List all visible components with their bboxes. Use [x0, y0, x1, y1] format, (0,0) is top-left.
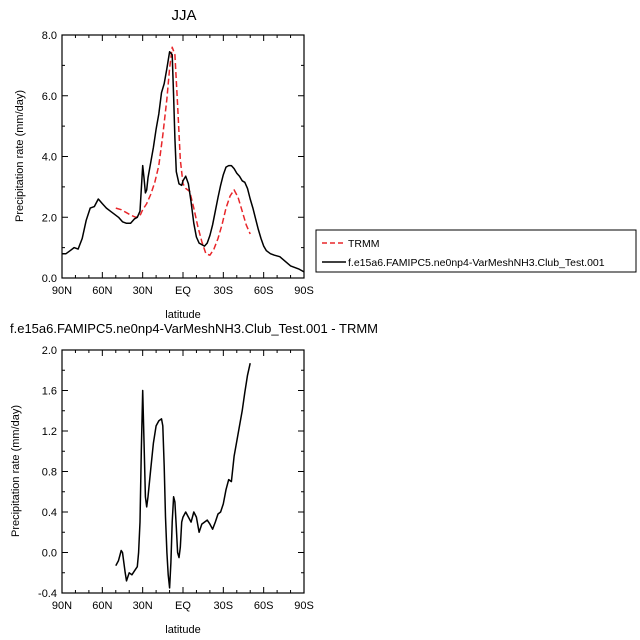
x-tick-label: 90S	[294, 285, 314, 297]
plot-frame	[61, 34, 305, 279]
legend-box	[315, 229, 637, 273]
series-line-trmm	[115, 46, 251, 256]
x-tick-label: 60S	[254, 600, 274, 612]
tick-group: 90N 60N 30N EQ 30S 60S 90S -0.4 0.0 0.4 0.8 1.2 1.6 2…	[38, 345, 314, 612]
legend: TRMM f.e15a6.FAMIPC5.ne0np4-VarMeshNH3.C…	[315, 229, 637, 273]
y-axis-label: Precipitation rate (mm/day)	[14, 90, 26, 222]
x-tick-label: 30S	[214, 285, 234, 297]
y-tick-label: 0.4	[42, 507, 57, 519]
y-tick-label: 0.0	[42, 548, 57, 560]
panel-title: JJA	[171, 7, 196, 24]
x-tick-label: 30N	[133, 600, 153, 612]
y-tick-label: 0.0	[42, 273, 57, 285]
x-tick-label: EQ	[175, 285, 191, 297]
y-axis-label: Precipitation rate (mm/day)	[10, 405, 22, 537]
y-tick-label: 1.2	[42, 426, 57, 438]
plot-frame	[61, 349, 305, 594]
x-tick-label: 60N	[92, 285, 112, 297]
x-axis-label: latitude	[165, 309, 200, 321]
x-axis-label: latitude	[165, 624, 200, 636]
x-tick-label: 30S	[214, 600, 234, 612]
y-tick-label: 2.0	[42, 212, 57, 224]
x-tick-label: 90N	[52, 285, 72, 297]
y-tick-label: 4.0	[42, 152, 57, 164]
x-tick-label: EQ	[175, 600, 191, 612]
tick-group: 90N 60N 30N EQ 30S 60S 90S 0.0 2.0 4.0 6.0 8.0	[42, 30, 314, 297]
x-tick-label: 30N	[133, 285, 153, 297]
panel-title: f.e15a6.FAMIPC5.ne0np4-VarMeshNH3.Club_T…	[10, 321, 378, 336]
panel-difference: f.e15a6.FAMIPC5.ne0np4-VarMeshNH3.Club_T…	[10, 321, 378, 636]
x-tick-label: 90N	[52, 600, 72, 612]
series-line-model	[62, 50, 305, 273]
y-tick-label: -0.4	[38, 588, 57, 600]
x-tick-label: 60N	[92, 600, 112, 612]
series-layer	[62, 46, 305, 273]
series-line-difference	[115, 363, 251, 589]
legend-label-model: f.e15a6.FAMIPC5.ne0np4-VarMeshNH3.Club_T…	[348, 257, 605, 269]
y-tick-label: 0.8	[42, 467, 57, 479]
series-layer	[115, 363, 251, 589]
y-tick-label: 2.0	[42, 345, 57, 357]
y-tick-label: 1.6	[42, 386, 57, 398]
x-tick-label: 90S	[294, 600, 314, 612]
panel-jja: JJA 90N 60N 30N EQ 30S 60S 90S0.02.04.06.08.0 …	[14, 7, 314, 321]
x-tick-label: 60S	[254, 285, 274, 297]
y-tick-label: 6.0	[42, 91, 57, 103]
y-tick-label: 8.0	[42, 30, 57, 42]
legend-label-trmm: TRMM	[348, 238, 380, 250]
